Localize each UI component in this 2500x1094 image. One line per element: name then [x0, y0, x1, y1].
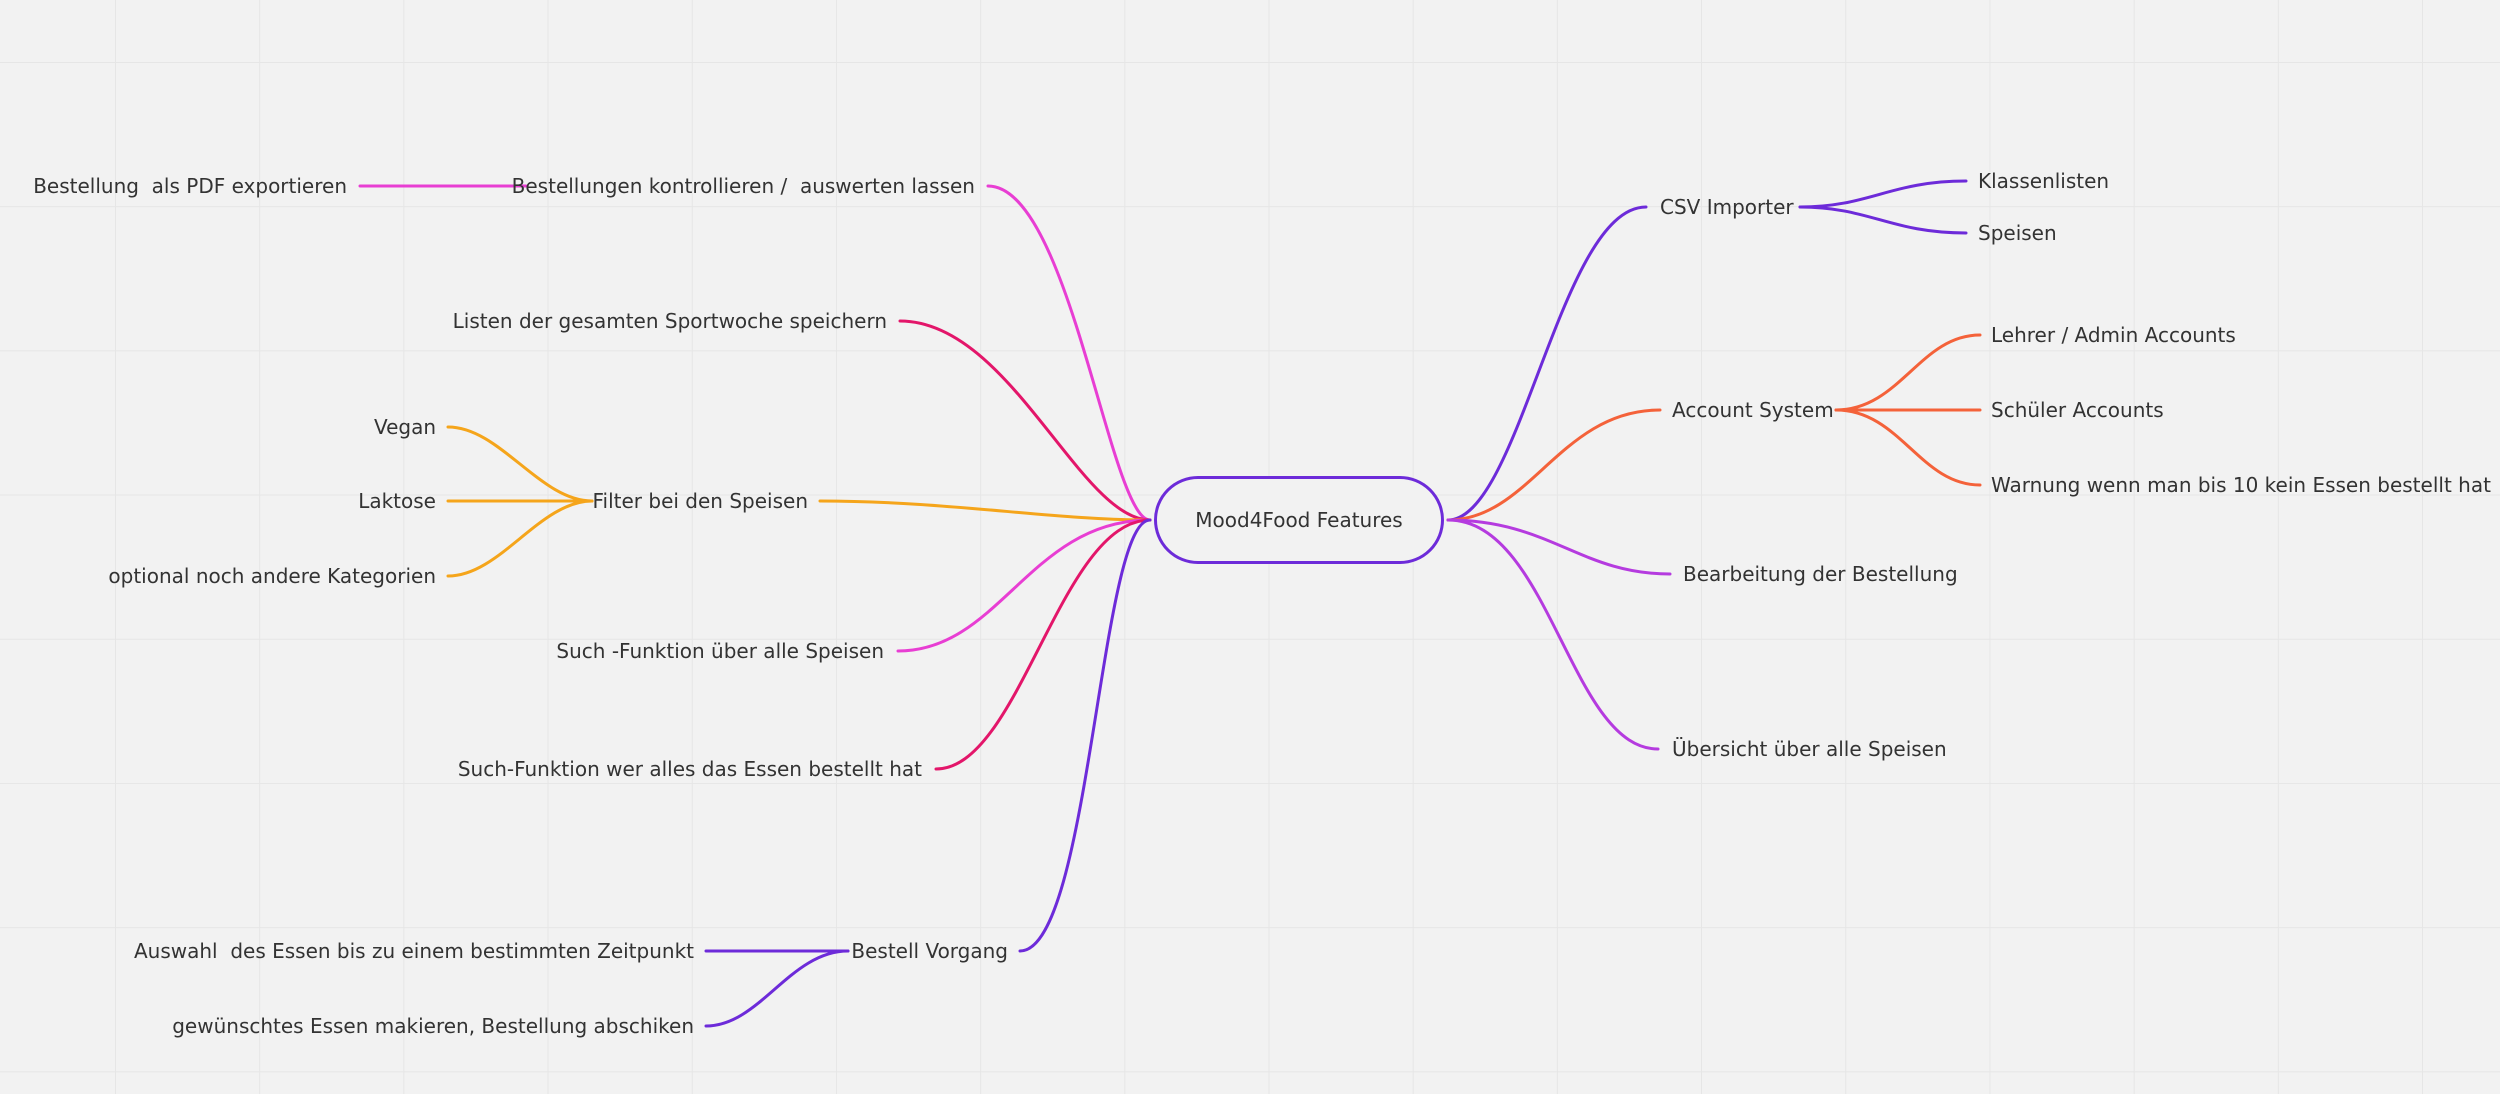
- link-csv-to-speisen: [1798, 205, 1968, 235]
- node-speisen[interactable]: Speisen: [1978, 221, 2057, 245]
- node-pdf-export[interactable]: Bestellung als PDF exportieren: [33, 174, 347, 198]
- node-laktose[interactable]: Laktose: [358, 489, 436, 513]
- node-uebersicht-speisen[interactable]: Übersicht über alle Speisen: [1672, 737, 1947, 761]
- link-account-to-lehrer: [1834, 333, 1982, 412]
- link-root-to-csv-importer: [1446, 205, 1648, 522]
- link-root-to-bestellungen-kontrollieren: [986, 184, 1152, 522]
- node-bearbeitung-bestellung[interactable]: Bearbeitung der Bestellung: [1683, 562, 1958, 586]
- node-lehrer-admin-accounts[interactable]: Lehrer / Admin Accounts: [1991, 323, 2236, 347]
- link-root-to-bearbeitung: [1446, 518, 1672, 576]
- link-filter-to-kategorien: [446, 499, 594, 578]
- link-csv-to-klassenlisten: [1798, 179, 1968, 209]
- root-node-label: Mood4Food Features: [1195, 508, 1403, 532]
- node-bestell-vorgang[interactable]: Bestell Vorgang: [851, 939, 1008, 963]
- node-account-system[interactable]: Account System: [1672, 398, 1834, 422]
- link-root-to-such-funktion-speisen: [896, 518, 1152, 653]
- node-klassenlisten[interactable]: Klassenlisten: [1978, 169, 2110, 193]
- node-bestellungen-kontrollieren[interactable]: Bestellungen kontrollieren / auswerten l…: [511, 174, 975, 198]
- link-root-to-account-system: [1446, 408, 1662, 522]
- node-csv-importer[interactable]: CSV Importer: [1660, 195, 1794, 219]
- link-root-to-such-funktion-bestellt: [934, 518, 1152, 771]
- node-schueler-accounts[interactable]: Schüler Accounts: [1991, 398, 2164, 422]
- node-such-funktion-speisen[interactable]: Such -Funktion über alle Speisen: [556, 639, 884, 663]
- node-filter-speisen[interactable]: Filter bei den Speisen: [592, 489, 809, 513]
- node-auswahl-essen[interactable]: Auswahl des Essen bis zu einem bestimmte…: [133, 939, 694, 963]
- link-root-to-uebersicht: [1446, 518, 1660, 751]
- node-andere-kategorien[interactable]: optional noch andere Kategorien: [108, 564, 436, 588]
- link-root-to-bestell-vorgang: [1018, 518, 1152, 953]
- node-vegan[interactable]: Vegan: [373, 415, 436, 439]
- node-warnung-kein-essen[interactable]: Warnung wenn man bis 10 kein Essen beste…: [1991, 473, 2491, 497]
- link-root-to-listen-sportwoche: [898, 319, 1152, 522]
- link-vorgang-to-makieren: [704, 949, 850, 1028]
- node-listen-sportwoche[interactable]: Listen der gesamten Sportwoche speichern: [452, 309, 887, 333]
- link-account-to-warnung: [1834, 408, 1982, 487]
- link-root-to-filter: [818, 499, 1152, 522]
- node-such-funktion-bestellt[interactable]: Such-Funktion wer alles das Essen bestel…: [457, 757, 922, 781]
- root-node[interactable]: Mood4Food Features: [1154, 476, 1444, 564]
- link-filter-to-vegan: [446, 425, 594, 503]
- node-essen-makieren[interactable]: gewünschtes Essen makieren, Bestellung a…: [172, 1014, 694, 1038]
